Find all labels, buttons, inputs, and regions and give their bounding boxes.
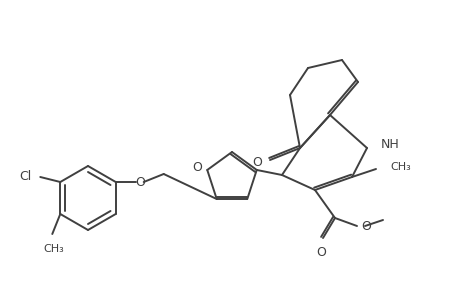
Text: NH: NH [380, 137, 399, 151]
Text: O: O [315, 246, 325, 259]
Text: CH₃: CH₃ [43, 244, 63, 254]
Text: O: O [134, 176, 144, 188]
Text: O: O [360, 220, 370, 232]
Text: CH₃: CH₃ [389, 162, 410, 172]
Text: O: O [192, 161, 202, 175]
Text: O: O [252, 155, 262, 169]
Text: Cl: Cl [19, 170, 31, 184]
